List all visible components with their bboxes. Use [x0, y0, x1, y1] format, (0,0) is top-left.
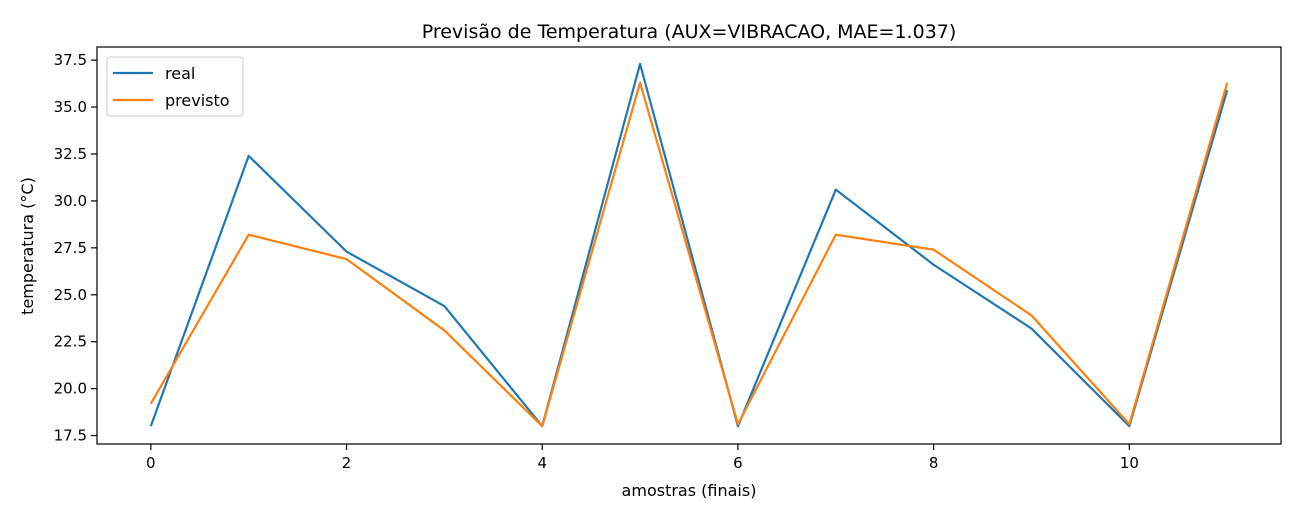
plot-frame — [96, 46, 1282, 445]
y-tick-label: 37.5 — [54, 51, 87, 69]
y-tick-label: 20.0 — [54, 380, 87, 398]
y-tick-label: 27.5 — [54, 239, 87, 257]
x-axis-label: amostras (finais) — [622, 481, 757, 500]
series-group — [149, 62, 1229, 428]
x-axis: 0 2 4 6 8 10 — [146, 444, 1139, 472]
x-tick-label: 4 — [537, 454, 547, 472]
legend-label-previsto: previsto — [165, 91, 230, 110]
x-tick-label: 2 — [342, 454, 352, 472]
y-tick-label: 17.5 — [54, 427, 87, 445]
x-tick-label: 6 — [733, 454, 743, 472]
y-tick-label: 30.0 — [54, 192, 87, 210]
y-tick-label: 25.0 — [54, 286, 87, 304]
chart-title: Previsão de Temperatura (AUX=VIBRACAO, M… — [422, 21, 957, 43]
y-axis-label: temperatura (°C) — [18, 177, 37, 315]
y-tick-label: 32.5 — [54, 145, 87, 163]
y-axis: 17.5 20.0 22.5 25.0 27.5 30.0 32.5 35.0 37.5 — [54, 51, 97, 445]
legend-box — [106, 56, 244, 117]
x-tick-label: 10 — [1120, 454, 1139, 472]
y-tick-label: 35.0 — [54, 98, 87, 116]
x-tick-label: 0 — [146, 454, 156, 472]
legend-label-real: real — [165, 64, 195, 83]
series-line-previsto — [149, 81, 1229, 428]
legend: real previsto — [106, 56, 244, 117]
x-tick-label: 8 — [929, 454, 939, 472]
y-tick-label: 22.5 — [54, 333, 87, 351]
series-line-real — [149, 62, 1229, 428]
